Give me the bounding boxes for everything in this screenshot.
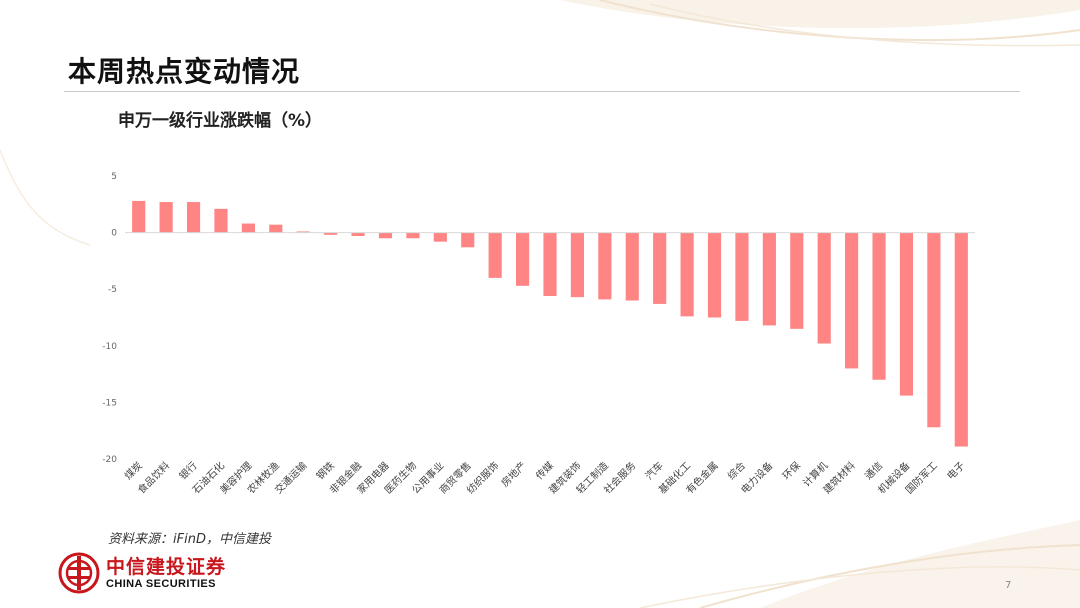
bar [927,233,940,428]
x-tick-label: 综合 [725,459,748,482]
bar [955,233,968,447]
bar [242,224,255,233]
bar [872,233,885,380]
y-axis: 5 0 -5 -10 -15 -20 [102,172,117,465]
bar [543,233,556,296]
y-tick-label: 5 [111,172,117,182]
y-tick-label: -5 [108,285,117,295]
logo-name-cn: 中信建投证券 [106,552,226,579]
bar [571,233,584,298]
x-tick-label: 房地产 [498,459,528,489]
bar [269,225,282,233]
bar [379,233,392,239]
bar [653,233,666,304]
y-tick-label: -10 [102,342,117,352]
x-tick-label: 传媒 [533,460,556,483]
bar [160,202,173,233]
page-number: 7 [1005,580,1011,591]
bar [187,202,200,233]
logo-name-en: CHINA SECURITIES [106,578,216,590]
bar [351,233,364,236]
bar [516,233,529,286]
x-tick-label: 通信 [863,460,886,483]
bar [132,201,145,233]
bar [900,233,913,396]
bar [681,233,694,317]
x-tick-label: 煤炭 [121,459,144,482]
bar [735,233,748,321]
x-tick-label: 电子 [944,459,967,482]
bar [708,233,721,318]
bar [461,233,474,248]
bar [214,209,227,233]
bar [845,233,858,369]
logo-mark-icon [58,552,100,594]
bar [406,233,419,239]
bar [598,233,611,300]
bar [763,233,776,326]
x-tick-label: 环保 [780,459,803,482]
y-tick-label: 0 [111,229,117,239]
bars [132,201,968,447]
bar [790,233,803,329]
x-tick-label: 钢铁 [313,459,336,482]
x-tick-label: 汽车 [642,459,665,482]
y-tick-label: -15 [102,398,117,408]
bar [489,233,502,278]
y-tick-label: -20 [102,455,117,465]
bar [626,233,639,301]
source-note: 资料来源：iFinD，中信建投 [108,528,271,547]
bar [818,233,831,344]
bar [434,233,447,242]
company-logo: 中信建投证券 CHINA SECURITIES [58,552,258,596]
x-tick-label: 银行 [176,459,199,482]
